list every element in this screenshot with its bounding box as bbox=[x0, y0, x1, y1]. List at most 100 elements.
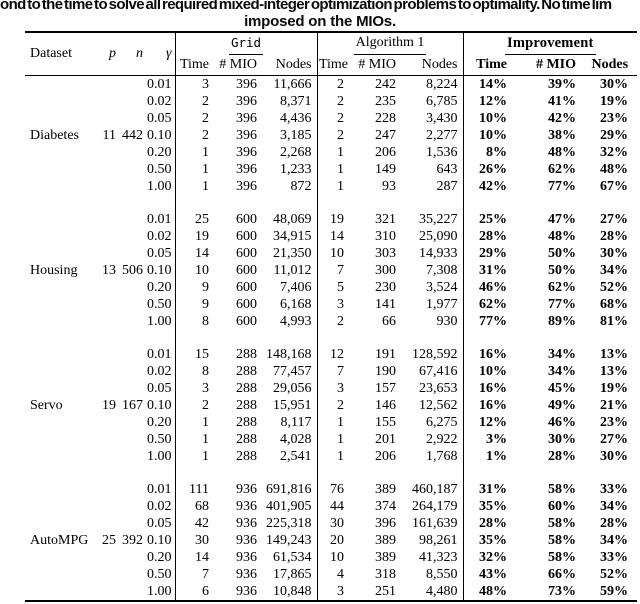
table-row: 0.05 14 600 21,350 10 303 14,933 29% 50% 30% bbox=[25, 245, 637, 262]
cell-algorithm1-time: 2 bbox=[337, 77, 344, 92]
cell-improvement-nodes: 28% bbox=[600, 516, 629, 531]
empty-cell bbox=[463, 330, 637, 346]
cell-algorithm1-mio: 66 bbox=[382, 314, 396, 329]
group-header-improvement: Improvement bbox=[463, 32, 637, 55]
empty-cell bbox=[25, 448, 95, 465]
empty-cell bbox=[95, 228, 118, 245]
cell-algorithm1-mio: 247 bbox=[375, 128, 396, 143]
cell-improvement-time: 43% bbox=[479, 567, 508, 582]
cell-improvement-time: 3% bbox=[486, 432, 508, 447]
group-separator-row bbox=[25, 465, 637, 481]
cell-grid-time: 2 bbox=[202, 111, 209, 126]
cell-algorithm1-nodes: 41,323 bbox=[399, 549, 464, 566]
cell-grid-mio: 600 bbox=[236, 297, 257, 312]
cell-improvement-mio: 46% bbox=[548, 415, 577, 430]
cell-grid-mio: 936 bbox=[236, 499, 257, 514]
cell-grid-time: 1 bbox=[202, 415, 209, 430]
cell-algorithm1-nodes: 3,524 bbox=[399, 279, 464, 296]
gamma-value: 0.05 bbox=[145, 110, 176, 127]
cell-improvement-nodes: 13% bbox=[600, 364, 629, 379]
cell-improvement-time: 35% bbox=[479, 499, 508, 514]
cell-improvement-time: 77% bbox=[479, 314, 508, 329]
cell-algorithm1-nodes: 1,536 bbox=[399, 144, 464, 161]
cell-grid-time: 111 bbox=[189, 482, 209, 497]
empty-cell bbox=[25, 465, 176, 481]
cell-grid-time: 9 bbox=[202, 297, 209, 312]
empty-cell bbox=[118, 448, 145, 465]
n-value: 506 bbox=[122, 263, 143, 278]
cell-improvement-nodes: 23% bbox=[600, 111, 629, 126]
gamma-value: 0.50 bbox=[145, 566, 176, 583]
n-value: 167 bbox=[122, 398, 143, 413]
cell-algorithm1-time: 1 bbox=[337, 162, 344, 177]
cell-improvement-time: 8% bbox=[486, 145, 508, 160]
cell-algorithm1-time: 30 bbox=[330, 516, 344, 531]
cell-improvement-nodes: 34% bbox=[600, 533, 629, 548]
cell-grid-nodes: 8,117 bbox=[259, 414, 318, 431]
empty-cell bbox=[95, 414, 118, 431]
table-row: 0.02 8 288 77,457 7 190 67,416 10% 34% 13% bbox=[25, 363, 637, 380]
gamma-value: 0.02 bbox=[145, 498, 176, 515]
cell-grid-nodes: 2,541 bbox=[259, 448, 318, 465]
cell-grid-time: 6 bbox=[202, 584, 209, 599]
sub-header-grid-time: Time bbox=[179, 57, 209, 72]
empty-cell bbox=[118, 144, 145, 161]
n-value: 442 bbox=[122, 128, 143, 143]
empty-cell bbox=[118, 431, 145, 448]
cell-grid-mio: 396 bbox=[236, 145, 257, 160]
cell-grid-nodes: 29,056 bbox=[259, 380, 318, 397]
cell-improvement-time: 1% bbox=[486, 449, 508, 464]
cell-improvement-time: 29% bbox=[479, 246, 508, 261]
cell-improvement-time: 31% bbox=[479, 263, 508, 278]
gamma-value: 1.00 bbox=[145, 448, 176, 465]
group-header-improvement-label: Improvement bbox=[505, 33, 596, 55]
gamma-value: 0.20 bbox=[145, 144, 176, 161]
cell-algorithm1-nodes: 1,977 bbox=[399, 296, 464, 313]
cell-grid-time: 8 bbox=[202, 314, 209, 329]
empty-cell bbox=[25, 144, 95, 161]
table-row: 0.01 111 936 691,816 76 389 460,187 31% 58% 33% bbox=[25, 481, 637, 498]
cell-algorithm1-time: 44 bbox=[330, 499, 344, 514]
cell-algorithm1-mio: 149 bbox=[375, 162, 396, 177]
sub-header-algorithm1-mio: # MIO bbox=[358, 57, 396, 72]
cell-algorithm1-nodes: 264,179 bbox=[399, 498, 464, 515]
cell-algorithm1-mio: 389 bbox=[375, 533, 396, 548]
cell-grid-nodes: 10,848 bbox=[259, 583, 318, 601]
cell-grid-mio: 600 bbox=[236, 246, 257, 261]
empty-cell bbox=[25, 93, 95, 110]
cell-grid-mio: 288 bbox=[236, 415, 257, 430]
cell-improvement-nodes: 32% bbox=[600, 145, 629, 160]
cell-improvement-mio: 39% bbox=[548, 77, 577, 92]
cell-algorithm1-time: 3 bbox=[337, 584, 344, 599]
cell-grid-nodes: 7,406 bbox=[259, 279, 318, 296]
empty-cell bbox=[25, 481, 95, 498]
cell-improvement-time: 12% bbox=[479, 94, 508, 109]
cell-algorithm1-time: 7 bbox=[337, 364, 344, 379]
cell-grid-mio: 936 bbox=[236, 482, 257, 497]
empty-cell bbox=[118, 515, 145, 532]
table-row: 1.00 8 600 4,993 2 66 930 77% 89% 81% bbox=[25, 313, 637, 330]
empty-cell bbox=[25, 228, 95, 245]
cell-improvement-mio: 41% bbox=[548, 94, 577, 109]
cell-algorithm1-nodes: 67,416 bbox=[399, 363, 464, 380]
empty-cell bbox=[95, 245, 118, 262]
cell-improvement-mio: 77% bbox=[548, 297, 577, 312]
cell-grid-mio: 396 bbox=[236, 77, 257, 92]
cell-grid-nodes: 691,816 bbox=[259, 481, 318, 498]
cell-improvement-nodes: 34% bbox=[600, 499, 629, 514]
cell-improvement-time: 12% bbox=[479, 415, 508, 430]
cell-improvement-time: 10% bbox=[479, 128, 508, 143]
col-header-n: n bbox=[136, 46, 143, 61]
cell-algorithm1-mio: 190 bbox=[375, 364, 396, 379]
cell-grid-time: 1 bbox=[202, 145, 209, 160]
empty-cell bbox=[25, 330, 176, 346]
table-row: 0.02 68 936 401,905 44 374 264,179 35% 60% 34% bbox=[25, 498, 637, 515]
cell-improvement-nodes: 68% bbox=[600, 297, 629, 312]
table-header: Dataset p n γ Grid Algorithm 1 Improveme… bbox=[25, 32, 638, 76]
cell-algorithm1-nodes: 23,653 bbox=[399, 380, 464, 397]
sub-header-improvement-time: Time bbox=[476, 57, 508, 72]
cell-improvement-mio: 45% bbox=[548, 381, 577, 396]
cell-improvement-nodes: 30% bbox=[600, 246, 629, 261]
header-row-sub: Time # MIO Nodes Time # MIO Nodes Time #… bbox=[25, 55, 637, 76]
cell-grid-mio: 600 bbox=[236, 229, 257, 244]
